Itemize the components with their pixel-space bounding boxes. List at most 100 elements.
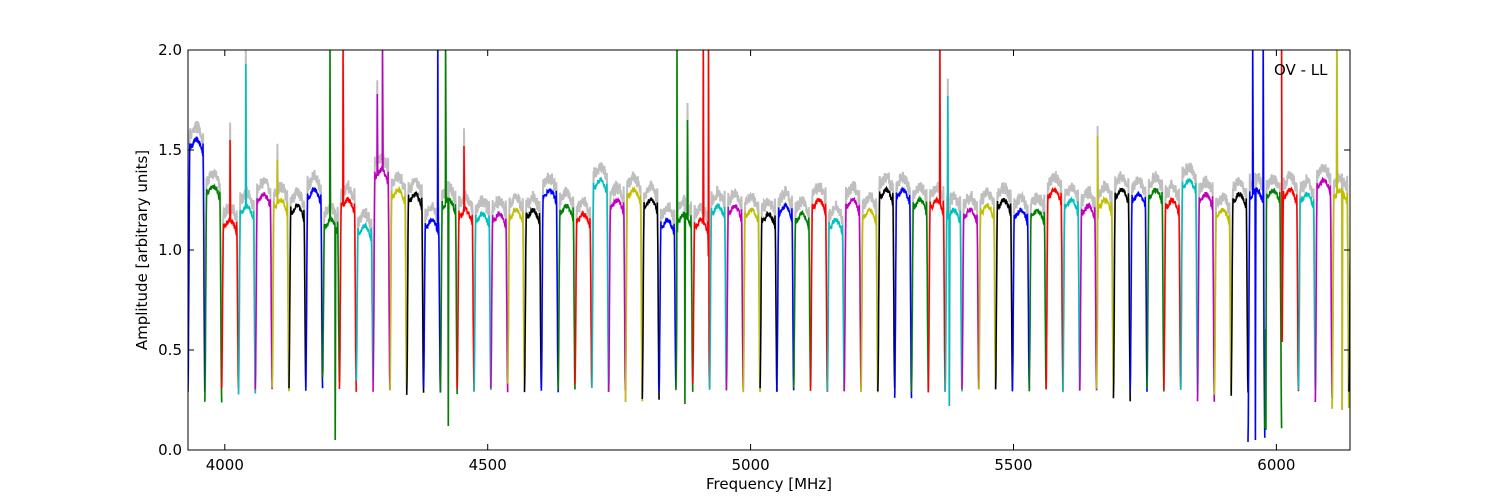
background-trace: [1095, 125, 1115, 392]
x-tick-label: 5000: [732, 456, 770, 474]
background-trace: [1230, 177, 1249, 396]
background-trace: [1263, 173, 1283, 431]
channel-trace: [1297, 191, 1317, 391]
background-trace: [489, 195, 509, 393]
channel-trace: [1011, 207, 1031, 392]
background-trace: [742, 191, 762, 393]
channel-trace: [927, 50, 946, 393]
channel-trace: [1264, 188, 1283, 431]
channel-trace: [1280, 50, 1300, 392]
background-trace: [1196, 175, 1216, 402]
channel-trace: [792, 209, 812, 388]
channel-trace: [843, 196, 862, 392]
channel-trace: [860, 207, 879, 393]
channel-trace: [523, 206, 543, 393]
background-trace: [188, 120, 206, 393]
background-trace: [237, 50, 257, 395]
y-axis-label: Amplitude [arbitrary units]: [133, 150, 151, 350]
background-trace: [977, 187, 997, 390]
channel-trace: [372, 50, 391, 392]
background-trace: [759, 197, 778, 392]
channel-trace: [422, 50, 442, 392]
background-trace: [220, 122, 240, 389]
channel-trace: [1129, 191, 1148, 392]
y-tick-label: 1.5: [158, 141, 182, 159]
axis-ticks: 4000 4500 5000 5500 6000 0.0 0.5 1.0 1.5 2.0: [158, 41, 1350, 474]
channel-trace: [1078, 202, 1098, 391]
annotation-label: OV - LL: [1274, 61, 1328, 79]
background-trace: [809, 182, 829, 392]
channel-trace: [776, 201, 795, 392]
background-trace: [826, 200, 846, 392]
background-trace: [1297, 174, 1317, 391]
background-trace: [641, 180, 661, 400]
background-trace: [523, 190, 543, 393]
background-trace: [1129, 175, 1148, 392]
channel-trace: [288, 202, 307, 389]
x-tick-label: 4000: [206, 456, 244, 474]
background-trace: [388, 169, 408, 391]
y-tick-label: 1.0: [158, 241, 182, 259]
channel-trace: [1146, 187, 1165, 392]
background-trace: [557, 186, 576, 390]
background-trace: [1045, 171, 1064, 391]
channel-trace: [809, 198, 829, 392]
background-trace: [1112, 171, 1132, 402]
channel-trace: [439, 50, 458, 427]
background-trace: [691, 50, 711, 388]
channel-trace: [271, 159, 290, 392]
channel-trace: [321, 50, 341, 441]
channel-trace: [473, 210, 492, 392]
plot-frame: [187, 49, 1351, 451]
background-trace: [1011, 190, 1031, 392]
background-trace: [1314, 163, 1334, 403]
channel-trace: [1196, 191, 1216, 402]
background-spectrum: [188, 50, 1350, 442]
background-trace: [843, 181, 862, 392]
background-trace: [590, 161, 610, 392]
channel-trace: [624, 186, 644, 402]
channel-trace: [759, 210, 778, 392]
background-trace: [1078, 185, 1098, 391]
background-trace: [439, 50, 459, 427]
channel-trace: [1028, 207, 1047, 392]
background-trace: [1146, 171, 1165, 392]
channel-trace: [1213, 208, 1232, 395]
channel-trace: [826, 217, 845, 392]
background-trace: [1061, 182, 1081, 393]
channel-trace: [220, 139, 240, 389]
channel-trace: [254, 191, 273, 390]
channel-trace: [237, 63, 257, 395]
y-tick-label: 2.0: [158, 41, 182, 59]
channel-trace: [1331, 50, 1350, 411]
channel-trace: [456, 145, 475, 392]
background-trace: [1162, 179, 1182, 390]
background-trace: [927, 50, 947, 393]
background-trace: [1247, 50, 1266, 442]
y-tick-label: 0.0: [158, 441, 182, 459]
channel-trace: [641, 196, 660, 400]
background-trace: [405, 177, 425, 395]
channel-trace: [1179, 177, 1199, 392]
channel-trace: [506, 206, 526, 387]
channel-trace: [708, 203, 728, 391]
background-trace: [372, 50, 391, 392]
channel-trace: [1062, 196, 1081, 393]
channel-trace: [1247, 50, 1266, 442]
channel-trace: [1095, 135, 1115, 392]
channel-trace: [1230, 191, 1249, 396]
background-trace: [254, 177, 274, 390]
background-trace: [288, 186, 307, 389]
background-trace: [355, 207, 375, 382]
background-trace: [725, 188, 745, 391]
channel-trace: [540, 188, 559, 393]
channel-trace: [405, 190, 425, 395]
channel-trace: [910, 195, 930, 392]
background-trace: [1331, 50, 1350, 411]
background-trace: [775, 185, 795, 392]
channel-trace: [607, 197, 627, 392]
channel-trace: [1314, 176, 1333, 403]
channel-series-group: [188, 50, 1350, 442]
